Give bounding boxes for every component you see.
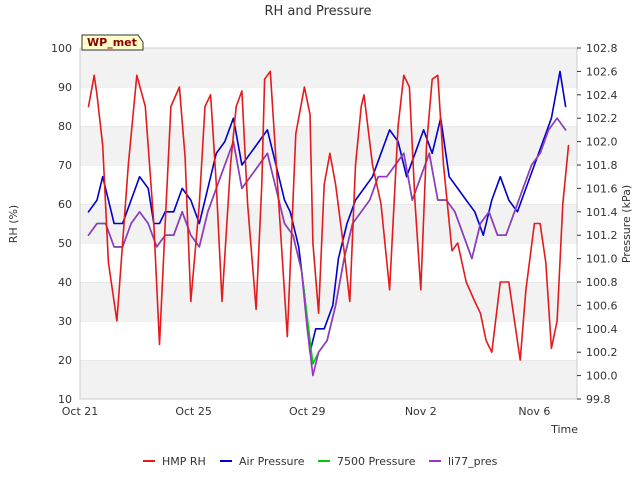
left-axis: 10 20 30 40 50 60 70 80 90 100 [51,42,72,406]
grid-band [80,360,577,399]
series-line-li77-pres [87,117,567,377]
grid-band [80,321,577,360]
left-tick-label: 70 [58,159,72,172]
site-badge-label: WP_met [87,36,137,49]
chart-title: RH and Pressure [264,4,371,19]
left-tick-label: 30 [58,315,72,328]
legend: HMP RH Air Pressure 7500 Pressure li77_pres [143,455,498,468]
grid-band [80,87,577,126]
x-tick-label: Oct 21 [62,405,99,418]
legend-label: 7500 Pressure [337,455,416,468]
left-tick-label: 80 [58,120,72,133]
series-line-air-pressure [87,70,567,354]
left-tick-label: 90 [58,81,72,94]
series-layer [87,70,570,377]
plot-frame [79,47,578,400]
left-tick-label: 20 [58,354,72,367]
grid-band [80,48,577,87]
right-tick-label: 100.6 [586,299,618,312]
right-tick-label: 100.2 [586,346,618,359]
right-tick-label: 100.8 [586,276,618,289]
right-tick-label: 100.4 [586,323,618,336]
left-tick-label: 60 [58,198,72,211]
right-axis: 99.8 100.0 100.2 100.4 100.6 100.8 101.0 101.2 1… [577,42,618,406]
right-tick-label: 102.0 [586,136,618,149]
legend-label: HMP RH [162,455,206,468]
right-tick-label: 101.6 [586,182,618,195]
y-axis-right-label: Pressure (kPa) [620,185,633,263]
right-tick-label: 102.4 [586,89,618,102]
site-badge: WP_met [81,34,144,51]
right-tick-label: 101.0 [586,253,618,266]
right-tick-label: 101.2 [586,229,618,242]
left-tick-label: 40 [58,276,72,289]
legend-label: li77_pres [448,455,498,468]
series-line-hmp-rh [87,70,570,361]
y-axis-left-label: RH (%) [7,205,20,243]
grid-band [80,165,577,204]
x-tick-label: Oct 29 [289,405,326,418]
x-tick-label: Nov 6 [518,405,550,418]
right-tick-label: 102.8 [586,42,618,55]
right-tick-label: 102.6 [586,65,618,78]
left-tick-label: 50 [58,237,72,250]
right-tick-label: 101.8 [586,159,618,172]
x-axis: Oct 21 Oct 25 Oct 29 Nov 2 Nov 6 [62,405,551,418]
legend-label: Air Pressure [239,455,305,468]
right-tick-label: 102.2 [586,112,618,125]
left-tick-label: 100 [51,42,72,55]
right-tick-label: 101.4 [586,206,618,219]
left-tick-label: 10 [58,393,72,406]
right-tick-label: 100.0 [586,370,618,383]
x-axis-label: Time [550,423,578,436]
grid-band [80,204,577,243]
x-tick-label: Oct 25 [175,405,212,418]
x-tick-label: Nov 2 [405,405,437,418]
right-tick-label: 99.8 [586,393,611,406]
